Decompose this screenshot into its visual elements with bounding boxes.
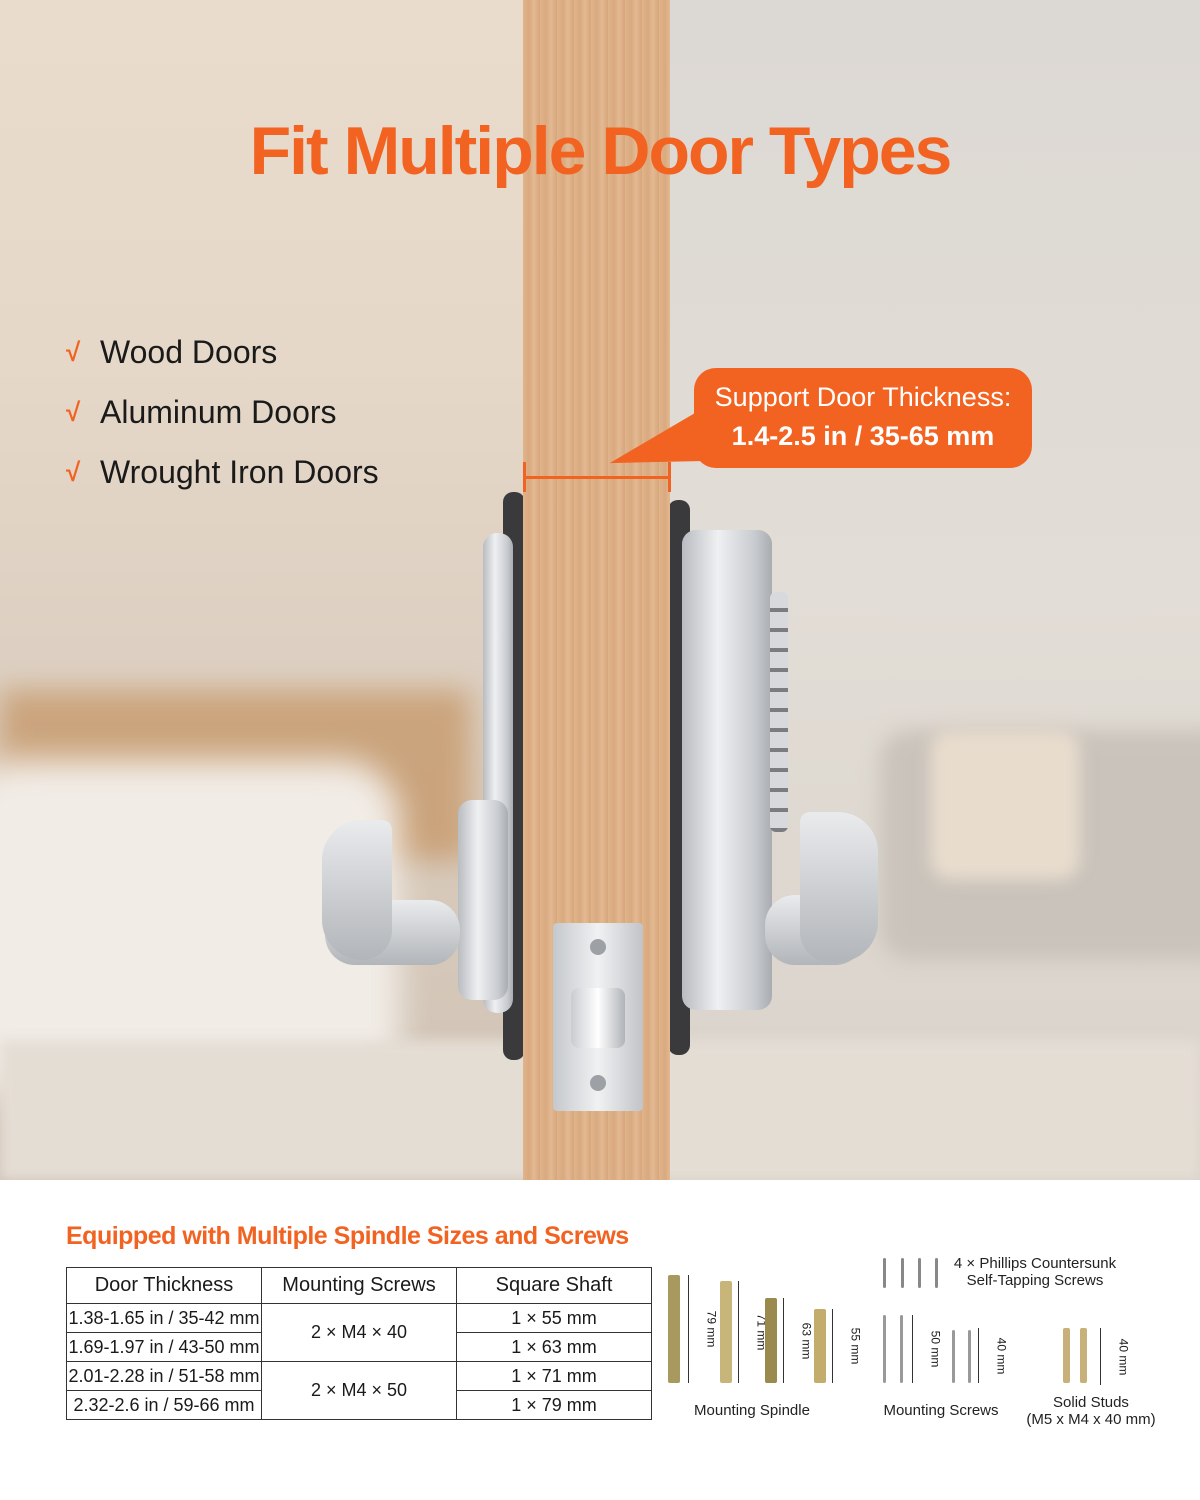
dim-63: 63 mm — [783, 1298, 813, 1383]
screw-40-icon — [968, 1330, 971, 1383]
cell-thickness: 1.38-1.65 in / 35-42 mm — [66, 1303, 262, 1333]
table-row: 1.38-1.65 in / 35-42 mm 2 × M4 × 40 1 × … — [66, 1303, 652, 1362]
screw-icon — [590, 939, 606, 955]
screw-icon — [590, 1075, 606, 1091]
screw-40-icon — [952, 1330, 955, 1383]
header-thickness: Door Thickness — [66, 1267, 262, 1304]
check-icon: √ — [66, 456, 81, 487]
spindle-55 — [814, 1309, 826, 1383]
thickness-measure-line — [523, 462, 671, 492]
cell-thickness: 1.69-1.97 in / 43-50 mm — [66, 1332, 262, 1362]
check-icon: √ — [66, 336, 81, 367]
check-icon: √ — [66, 396, 81, 427]
table-row: 2.01-2.28 in / 51-58 mm 2 × M4 × 50 1 × … — [66, 1361, 652, 1420]
lever-handle-left-end — [322, 820, 392, 960]
cell-screws: 2 × M4 × 50 — [261, 1361, 457, 1420]
door-type-item: √ Aluminum Doors — [66, 382, 379, 442]
cell-shaft: 1 × 79 mm — [456, 1390, 652, 1420]
door-type-item: √ Wood Doors — [66, 322, 379, 382]
door-type-label: Wood Doors — [100, 333, 278, 370]
dim-label: 55 mm — [848, 1327, 863, 1365]
dim-40: 40 mm — [978, 1328, 1008, 1383]
door-type-item: √ Wrought Iron Doors — [66, 442, 379, 502]
cell-shaft: 1 × 55 mm — [456, 1303, 652, 1333]
door-type-list: √ Wood Doors √ Aluminum Doors √ Wrought Iro… — [66, 322, 379, 502]
lock-keypad-body — [682, 530, 772, 1010]
door-type-label: Aluminum Doors — [100, 393, 337, 430]
screw-50-icon — [883, 1315, 886, 1383]
spindle-71 — [720, 1281, 732, 1383]
lock-body-left-lower — [458, 800, 508, 1000]
background-pillow — [930, 730, 1080, 880]
keypad-buttons — [770, 592, 788, 832]
screw-icon — [883, 1258, 886, 1288]
spec-table: Door Thickness Mounting Screws Square Sh… — [66, 1267, 652, 1420]
spindle-79 — [668, 1275, 680, 1383]
dim-79: 79 mm — [688, 1275, 718, 1383]
studs-line1: Solid Studs — [1053, 1394, 1129, 1411]
thickness-callout: Support Door Thickness: 1.4-2.5 in / 35-… — [694, 368, 1032, 468]
lever-handle-right-end — [800, 812, 878, 962]
stud-icon — [1080, 1328, 1087, 1383]
dim-label: 50 mm — [928, 1330, 943, 1368]
table-header-row: Door Thickness Mounting Screws Square Sh… — [66, 1267, 652, 1304]
spindle-label: Mounting Spindle — [694, 1402, 810, 1419]
header-screws: Mounting Screws — [261, 1267, 457, 1304]
product-photo — [0, 0, 1200, 1180]
dim-50: 50 mm — [912, 1315, 942, 1383]
dim-label: 79 mm — [704, 1310, 719, 1348]
dim-label: 63 mm — [799, 1322, 814, 1359]
cell-screws: 2 × M4 × 40 — [261, 1303, 457, 1362]
cell-shaft: 1 × 71 mm — [456, 1361, 652, 1391]
cell-shaft: 1 × 63 mm — [456, 1332, 652, 1362]
dim-label: 40 mm — [994, 1337, 1009, 1374]
header-shaft: Square Shaft — [456, 1267, 652, 1304]
callout-line1: Support Door Thickness: — [714, 382, 1012, 412]
studs-line2: (M5 x M4 x 40 mm) — [1026, 1411, 1156, 1428]
stud-icon — [1063, 1328, 1070, 1383]
dim-stud: 40 mm — [1100, 1328, 1130, 1385]
dim-label: 40 mm — [1116, 1338, 1131, 1375]
dim-55: 55 mm — [832, 1309, 862, 1383]
latch-bolt — [571, 988, 625, 1048]
screw-50-icon — [900, 1315, 903, 1383]
dim-71: 71 mm — [738, 1281, 768, 1383]
studs-label: Solid Studs (M5 x M4 x 40 mm) — [1010, 1394, 1172, 1428]
page-title: Fit Multiple Door Types — [249, 113, 953, 189]
screw-icon — [918, 1258, 921, 1288]
section-title: Equipped with Multiple Spindle Sizes and… — [66, 1222, 629, 1250]
self-tapping-label: 4 × Phillips Countersunk Self-Tapping Scr… — [945, 1255, 1125, 1289]
self-tapping-line1: 4 × Phillips Countersunk — [953, 1255, 1117, 1272]
mounting-screws-label: Mounting Screws — [883, 1402, 999, 1419]
cell-thickness: 2.32-2.6 in / 59-66 mm — [66, 1390, 262, 1420]
cell-thickness: 2.01-2.28 in / 51-58 mm — [66, 1361, 262, 1391]
table-row: 2.32-2.6 in / 59-66 mm 1 × 79 mm — [66, 1390, 652, 1420]
screw-icon — [901, 1258, 904, 1288]
latch-plate — [553, 923, 643, 1111]
screw-icon — [935, 1258, 938, 1288]
self-tapping-line2: Self-Tapping Screws — [966, 1272, 1104, 1289]
spindle-63 — [765, 1298, 777, 1383]
callout-line2: 1.4-2.5 in / 35-65 mm — [731, 421, 995, 451]
door-type-label: Wrought Iron Doors — [100, 453, 379, 490]
